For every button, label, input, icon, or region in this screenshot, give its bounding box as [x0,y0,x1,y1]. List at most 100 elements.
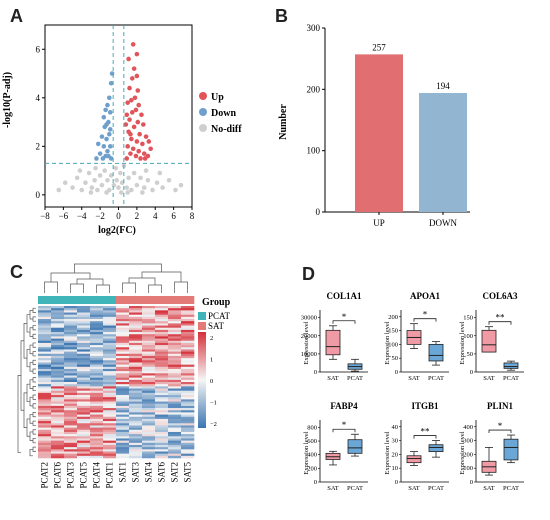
heatmap-cell [129,386,143,389]
heatmap-group-cell-pcat [64,296,78,304]
heatmap-cell [64,388,78,391]
heatmap-cell [51,377,65,381]
boxplot-ytick-label: 30 [392,438,399,445]
heatmap-cell [155,442,169,446]
heatmap-cell [77,371,91,374]
heatmap-group-cell-pcat [38,296,52,304]
boxplot-sig-label: * [423,310,428,320]
heatmap-cell [77,351,91,355]
row-dendrogram-branch [32,412,36,418]
panel-a-point-up [134,73,140,79]
heatmap-cell [181,442,195,446]
heatmap-cell [116,377,130,381]
heatmap-cell [129,397,143,400]
boxplot-box-pcat [347,439,363,454]
heatmap-cell [181,447,195,450]
panel-a-xtick-label: −6 [59,211,69,221]
heatmap-cell [129,319,143,322]
heatmap-cell [51,423,65,426]
heatmap-cell [38,453,52,457]
heatmap-cell [181,418,195,422]
heatmap-cell [168,366,182,370]
heatmap-cell [90,316,104,320]
boxplot-ytick-label: 300 [463,438,473,445]
heatmap-cell [51,388,65,391]
heatmap-cell [38,425,52,428]
heatmap-cell [116,325,130,329]
panel-a-xtick-label: 6 [171,211,176,221]
boxplot-apoa1: APOA1 Expression level 0 50 100 150 200 SAT PCAT… [384,291,449,382]
heatmap-cell [38,405,52,409]
heatmap-cell [64,401,78,405]
heatmap-cell [51,312,65,315]
heatmap-cell [38,316,52,320]
heatmap-cell [155,336,169,339]
col-dendrogram-branch [70,283,84,293]
heatmap-cell [181,347,195,350]
heatmap-cell [181,312,195,315]
heatmap-cell [155,395,169,398]
heatmap-scale-tick: 0 [210,378,213,385]
heatmap-cell [103,321,117,324]
heatmap-cell [51,362,65,365]
panel-a-plot-area: −8 −6 −4 −2 0 2 4 6 8 0 2 4 6 [36,24,195,221]
heatmap-cell [38,336,52,339]
heatmap-cell [168,334,182,337]
panel-a-point-up [129,97,134,103]
heatmap-cell [181,401,195,405]
panel-a-point-up [124,156,130,161]
boxplot-ylabel: Expression level [303,321,310,364]
heatmap-cell [142,364,156,368]
heatmap-cell [51,375,65,378]
heatmap-cell [103,312,117,315]
heatmap-cell [51,410,65,413]
heatmap-cell [155,416,169,420]
heatmap-cell [103,353,117,357]
panel-a-point-up [127,117,132,122]
heatmap-cell [168,436,182,439]
heatmap-cell [38,312,52,315]
heatmap-cell [129,340,143,344]
heatmap-cell [129,323,143,326]
heatmap-cell [103,371,117,374]
heatmap-cell [168,449,182,452]
heatmap-cell [77,455,91,459]
heatmap-cell [142,366,156,370]
heatmap-cell [51,371,65,374]
heatmap-cell [155,436,169,439]
heatmap-cell [142,377,156,381]
heatmap-cell [155,386,169,389]
heatmap-cell [155,377,169,381]
heatmap-cell [155,368,169,372]
heatmap-cell [181,384,195,387]
heatmap-cell [116,362,130,365]
heatmap-cell [90,453,104,457]
heatmap-cell [168,353,182,357]
heatmap-cell [51,364,65,368]
heatmap-cell [181,390,195,394]
panel-a-point-up [128,131,133,137]
heatmap-cell [90,342,104,346]
heatmap-cell [90,336,104,339]
heatmap-cell [103,442,117,446]
heatmap-cell [103,405,117,409]
heatmap-cell [116,368,130,372]
heatmap-cell [129,336,143,339]
heatmap-cell [116,423,130,426]
heatmap-cell [90,314,104,318]
panel-b-plot-area: 0 100 200 300 257 UP 194 DOWN [307,23,470,228]
panel-a-point-no-diff [95,187,100,193]
heatmap-cell [38,342,52,346]
heatmap-cell [51,414,65,418]
panel-d-letter: D [302,264,315,284]
heatmap-cell [142,314,156,318]
heatmap-cell [90,405,104,409]
panel-a-point-up [143,134,149,139]
heatmap-cell [142,414,156,418]
panel-a-ytick-label: 4 [36,93,41,103]
heatmap-cell [103,440,117,444]
heatmap-cell [129,436,143,439]
heatmap-cell [38,423,52,426]
heatmap-cell [181,455,195,459]
heatmap-cell [51,434,65,437]
